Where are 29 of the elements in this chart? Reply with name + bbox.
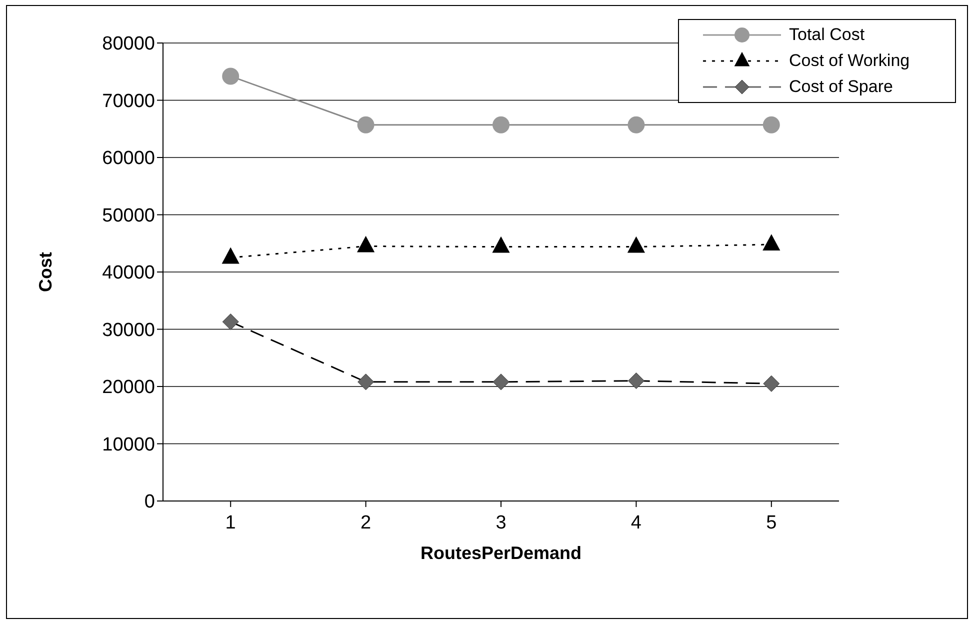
- point: [357, 116, 374, 134]
- point: [762, 116, 780, 134]
- point: [222, 314, 239, 330]
- legend-label: Total Cost: [789, 25, 865, 45]
- point: [358, 374, 374, 390]
- point: [492, 116, 510, 134]
- y-tick-label: 60000: [102, 148, 155, 170]
- point: [492, 374, 510, 390]
- legend-label: Cost of Spare: [789, 77, 893, 97]
- y-tick-label: 70000: [102, 90, 155, 112]
- point: [628, 116, 645, 134]
- point: [763, 375, 780, 392]
- y-tick-label: 10000: [102, 434, 155, 456]
- y-axis-title: Cost: [35, 252, 56, 292]
- x-axis-title: RoutesPerDemand: [420, 543, 582, 563]
- legend-label: Cost of Working: [789, 51, 910, 71]
- y-tick-label: 50000: [102, 205, 155, 226]
- x-tick-label: 4: [630, 512, 642, 534]
- y-tick-label: 40000: [102, 262, 155, 284]
- y-tick-label: 30000: [102, 320, 155, 341]
- y-tick-label: 20000: [102, 377, 155, 398]
- y-tick-label: 0: [144, 492, 155, 513]
- y-tick-label: 80000: [102, 34, 155, 55]
- point: [628, 372, 644, 390]
- x-tick-label: 1: [225, 512, 236, 534]
- x-tick-label: 5: [766, 512, 777, 534]
- point: [222, 68, 240, 85]
- x-tick-label: 2: [360, 512, 372, 534]
- x-tick-label: 3: [496, 512, 506, 534]
